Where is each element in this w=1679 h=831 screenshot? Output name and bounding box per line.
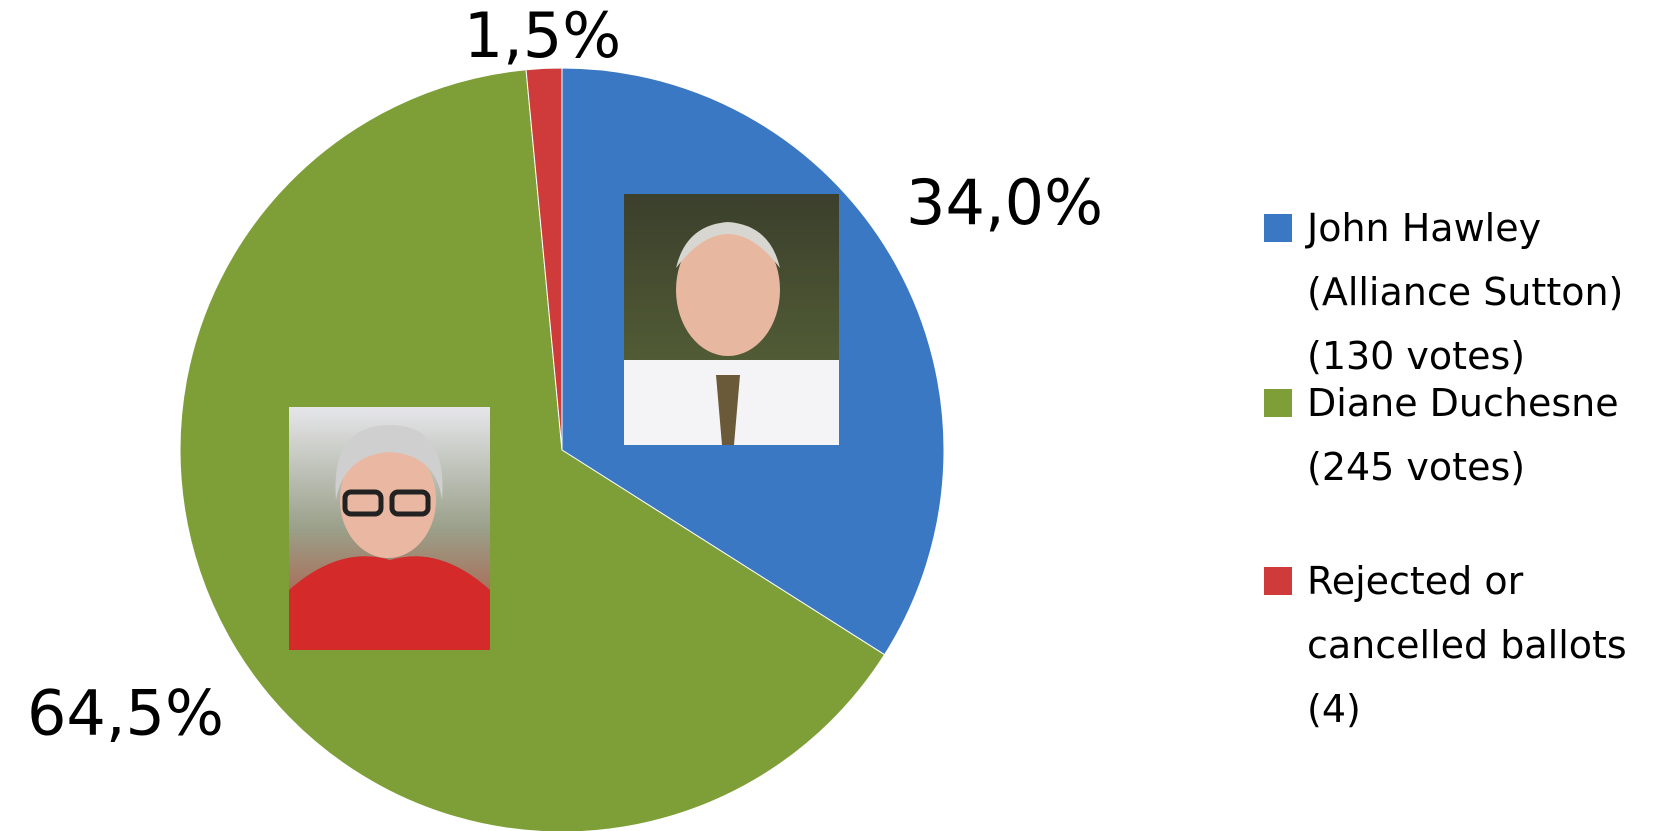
legend-label: Rejected or cancelled ballots (4) <box>1307 549 1657 741</box>
photo <box>289 407 490 650</box>
legend-item: Rejected or cancelled ballots (4) <box>1264 549 1674 741</box>
legend-swatch <box>1264 389 1292 417</box>
legend-label: John Hawley (Alliance Sutton) (130 votes… <box>1307 196 1657 388</box>
data-label: 34,0% <box>906 166 1103 239</box>
legend-swatch <box>1264 214 1292 242</box>
data-label: 64,5% <box>27 677 224 750</box>
legend-item: Diane Duchesne (245 votes) <box>1264 371 1674 499</box>
legend-label: Diane Duchesne (245 votes) <box>1307 371 1657 499</box>
photo <box>624 194 839 445</box>
page: 34,0% 64,5% 1,5% John Hawley (Alliance Sut… <box>0 0 1679 831</box>
legend-item: John Hawley (Alliance Sutton) (130 votes… <box>1264 196 1674 388</box>
legend-swatch <box>1264 567 1292 595</box>
data-label: 1,5% <box>464 0 622 72</box>
